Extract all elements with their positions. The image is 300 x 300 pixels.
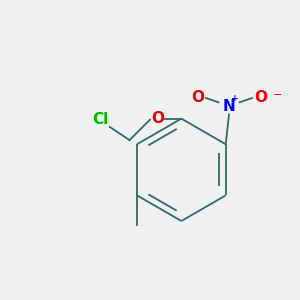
Text: N: N [223,99,236,114]
Text: +: + [231,94,239,103]
Text: O: O [151,111,164,126]
Text: −: − [273,90,282,100]
Text: O: O [191,91,204,106]
Text: O: O [254,91,267,106]
Text: Cl: Cl [93,112,109,127]
